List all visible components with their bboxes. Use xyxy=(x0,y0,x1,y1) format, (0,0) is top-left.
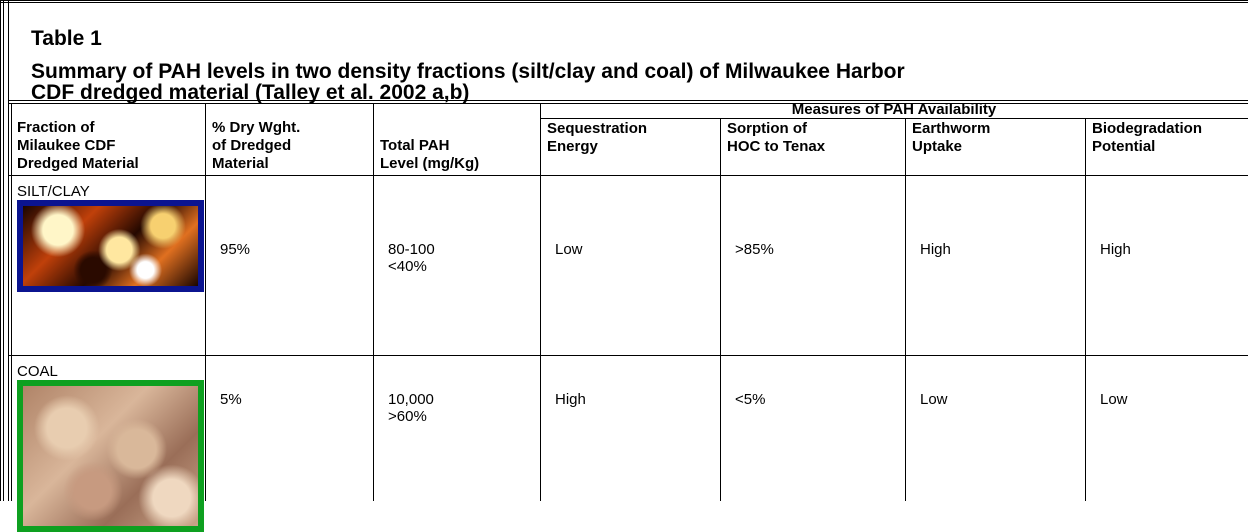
cell-text: >60% xyxy=(388,408,427,425)
table-title: Summary of PAH levels in two density fra… xyxy=(31,61,905,83)
grid-line xyxy=(1085,118,1086,501)
frame-left xyxy=(0,0,4,501)
cell-text: Low xyxy=(555,241,583,258)
grid-line xyxy=(8,175,1248,176)
grid-line xyxy=(540,103,541,501)
column-header: % Dry Wght. xyxy=(212,119,300,136)
cell-text: >85% xyxy=(735,241,774,258)
table-label: Table 1 xyxy=(31,28,102,50)
column-header: Uptake xyxy=(912,138,962,155)
column-header: Level (mg/Kg) xyxy=(380,155,479,172)
cell-text: 5% xyxy=(220,391,242,408)
column-header: Material xyxy=(212,155,269,172)
cell-text: Low xyxy=(920,391,948,408)
thumbnail xyxy=(17,200,204,292)
cell-text: High xyxy=(555,391,586,408)
cell-text: 10,000 xyxy=(388,391,434,408)
column-header: Energy xyxy=(547,138,598,155)
column-header: Biodegradation xyxy=(1092,120,1202,137)
column-header: Potential xyxy=(1092,138,1155,155)
thumbnail xyxy=(17,380,204,532)
column-header: HOC to Tenax xyxy=(727,138,825,155)
cell-text: Low xyxy=(1100,391,1128,408)
grid-line xyxy=(905,118,906,501)
column-header: of Dredged xyxy=(212,137,291,154)
column-header: Sequestration xyxy=(547,120,647,137)
row-label: SILT/CLAY xyxy=(17,183,90,200)
page: Table 1 Summary of PAH levels in two den… xyxy=(0,0,1248,501)
column-header: Total PAH xyxy=(380,137,449,154)
column-header: Fraction of xyxy=(17,119,95,136)
column-header: Earthworm xyxy=(912,120,990,137)
frame-top xyxy=(0,0,1248,3)
cell-text: 95% xyxy=(220,241,250,258)
grid-line xyxy=(8,355,1248,356)
cell-text: <5% xyxy=(735,391,765,408)
cell-text: High xyxy=(1100,241,1131,258)
column-header: Sorption of xyxy=(727,120,807,137)
grid-line xyxy=(11,103,12,501)
column-header: Milaukee CDF xyxy=(17,137,115,154)
grid-line xyxy=(540,118,1248,119)
group-header: Measures of PAH Availability xyxy=(540,101,1248,118)
frame-inner xyxy=(8,0,9,501)
grid-line xyxy=(720,118,721,501)
cell-text: 80-100 xyxy=(388,241,435,258)
cell-text: <40% xyxy=(388,258,427,275)
grid-line xyxy=(373,103,374,501)
column-header: Dredged Material xyxy=(17,155,139,172)
cell-text: High xyxy=(920,241,951,258)
grid-line xyxy=(205,103,206,501)
row-label: COAL xyxy=(17,363,58,380)
